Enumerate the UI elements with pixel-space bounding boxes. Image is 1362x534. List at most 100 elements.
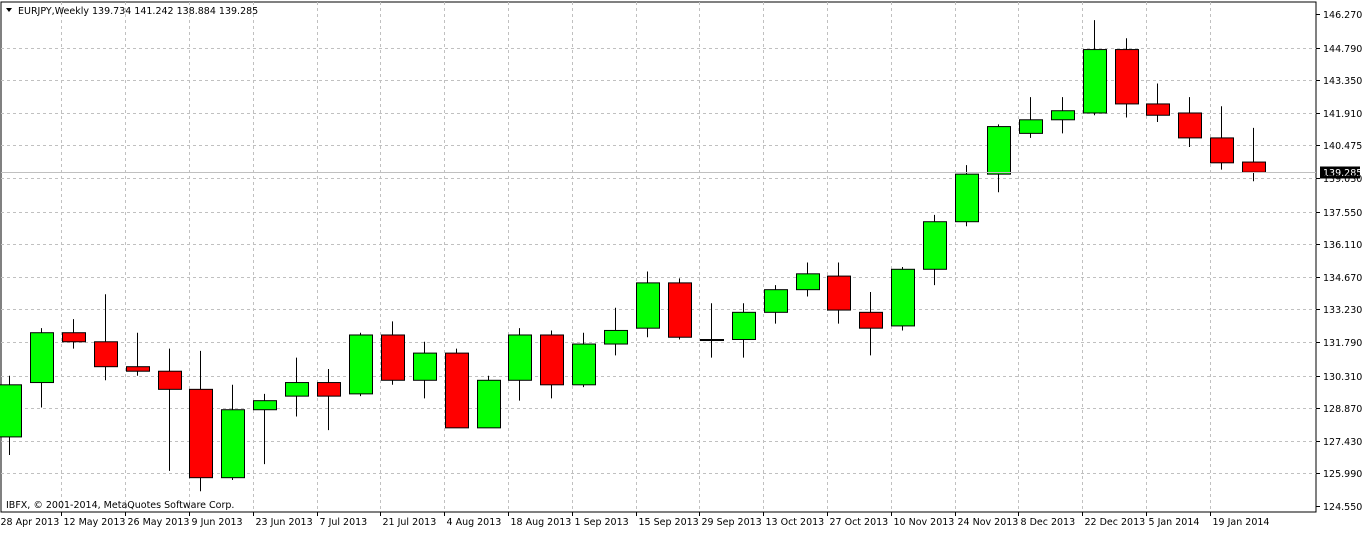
x-tick-label: 10 Nov 2013 <box>894 517 955 528</box>
x-axis: 28 Apr 2013 12 May 2013 26 May 2013 9 Jun 2… <box>1 512 1269 528</box>
candle-body-bull <box>700 339 724 342</box>
candle <box>413 341 437 399</box>
candle-body-bear <box>62 332 86 343</box>
candle <box>604 307 628 356</box>
candle <box>30 328 54 408</box>
candle <box>1178 97 1202 147</box>
candle <box>62 319 86 349</box>
y-tick-label: 131.790 <box>1323 338 1362 349</box>
candle <box>381 321 405 385</box>
candle <box>572 332 596 388</box>
x-tick-label: 18 Aug 2013 <box>511 517 572 528</box>
candle <box>158 348 182 471</box>
candle <box>700 303 724 358</box>
x-tick-label: 7 Jul 2013 <box>320 517 368 528</box>
candle-body-bull <box>636 282 660 329</box>
grid-layer <box>0 1 1317 513</box>
candle <box>732 303 756 358</box>
y-tick-label: 127.430 <box>1323 437 1362 448</box>
candle-body-bear <box>540 334 564 386</box>
candle-body-bull <box>764 289 788 313</box>
candle <box>891 267 915 331</box>
current-price-badge <box>1320 166 1360 179</box>
candle <box>221 384 245 480</box>
candle-body-bull <box>891 268 915 327</box>
candle <box>445 348 469 429</box>
candle-body-bear <box>1178 112 1202 139</box>
y-tick-label: 143.350 <box>1323 76 1362 87</box>
candle-body-bull <box>604 329 628 345</box>
candle <box>285 357 309 417</box>
candle-body-bull <box>253 400 277 411</box>
x-tick-label: 1 Sep 2013 <box>575 517 629 528</box>
candle <box>1083 20 1107 116</box>
y-tick-label: 136.110 <box>1323 240 1362 251</box>
candle-body-bear <box>1146 103 1170 116</box>
candle <box>0 375 22 456</box>
candle-body-bear <box>381 334 405 381</box>
candle <box>477 375 501 429</box>
y-tick-label: 124.550 <box>1323 502 1362 513</box>
candle-body-bull <box>955 173 979 223</box>
x-tick-label: 15 Sep 2013 <box>639 517 699 528</box>
candle <box>126 332 150 376</box>
candle-body-bear <box>1242 161 1266 173</box>
candle-body-bull <box>349 334 373 395</box>
y-tick-label: 133.230 <box>1323 305 1362 316</box>
candle-body-bear <box>859 311 883 329</box>
candle-body-bear <box>1210 137 1234 164</box>
candle <box>923 214 947 286</box>
candle-body-bull <box>796 273 820 291</box>
candle-body-bull <box>732 311 756 341</box>
candle <box>1051 97 1075 134</box>
candle-body-bull <box>572 343 596 386</box>
candle <box>508 328 532 401</box>
candle-body-bull <box>413 352 437 381</box>
candle-body-bear <box>317 382 341 397</box>
x-tick-label: 12 May 2013 <box>64 517 126 528</box>
y-tick-label: 125.990 <box>1323 469 1362 480</box>
candle <box>540 330 564 399</box>
candle-body-bull <box>508 334 532 381</box>
candle <box>859 291 883 356</box>
candle-body-bear <box>94 341 118 368</box>
candle <box>317 368 341 431</box>
candle <box>955 165 979 227</box>
x-tick-label: 27 Oct 2013 <box>830 517 889 528</box>
y-tick-label: 141.910 <box>1323 109 1362 120</box>
x-tick-label: 9 Jun 2013 <box>192 517 243 528</box>
x-tick-label: 23 Jun 2013 <box>256 517 313 528</box>
candle <box>636 271 660 338</box>
x-tick-label: 22 Dec 2013 <box>1085 517 1146 528</box>
x-tick-label: 4 Aug 2013 <box>447 517 502 528</box>
y-tick-label: 140.475 <box>1323 141 1362 152</box>
y-tick-label: 144.790 <box>1323 44 1362 55</box>
x-tick-label: 21 Jul 2013 <box>383 517 437 528</box>
candle-body-bear <box>827 275 851 311</box>
candle <box>668 278 692 340</box>
candle <box>94 294 118 381</box>
x-tick-label: 26 May 2013 <box>128 517 190 528</box>
candle <box>1115 38 1139 118</box>
candle <box>189 350 213 492</box>
candle-body-bull <box>923 221 947 270</box>
x-tick-label: 5 Jan 2014 <box>1149 517 1200 528</box>
y-tick-label: 130.310 <box>1323 372 1362 383</box>
plot-frame <box>0 1 1317 513</box>
candle-body-bull <box>30 332 54 384</box>
y-tick-label: 139.030 <box>1323 174 1362 185</box>
chart-header: EURJPY,Weekly 139.734 141.242 138.884 13… <box>6 6 258 17</box>
candle-body-bear <box>445 352 469 429</box>
candle-body-bull <box>1019 119 1043 134</box>
y-axis: 146.270 144.790 143.350 141.910 140.475 139.0… <box>1316 10 1362 513</box>
triangle-down-icon[interactable] <box>6 8 12 12</box>
candle-body-bull <box>1083 49 1107 114</box>
candle <box>987 124 1011 193</box>
x-tick-label: 8 Dec 2013 <box>1021 517 1076 528</box>
copyright-label: IBFX, © 2001-2014, MetaQuotes Software C… <box>6 500 234 511</box>
candle-body-bear <box>158 370 182 390</box>
candle <box>1242 127 1266 182</box>
x-tick-label: 28 Apr 2013 <box>1 517 60 528</box>
